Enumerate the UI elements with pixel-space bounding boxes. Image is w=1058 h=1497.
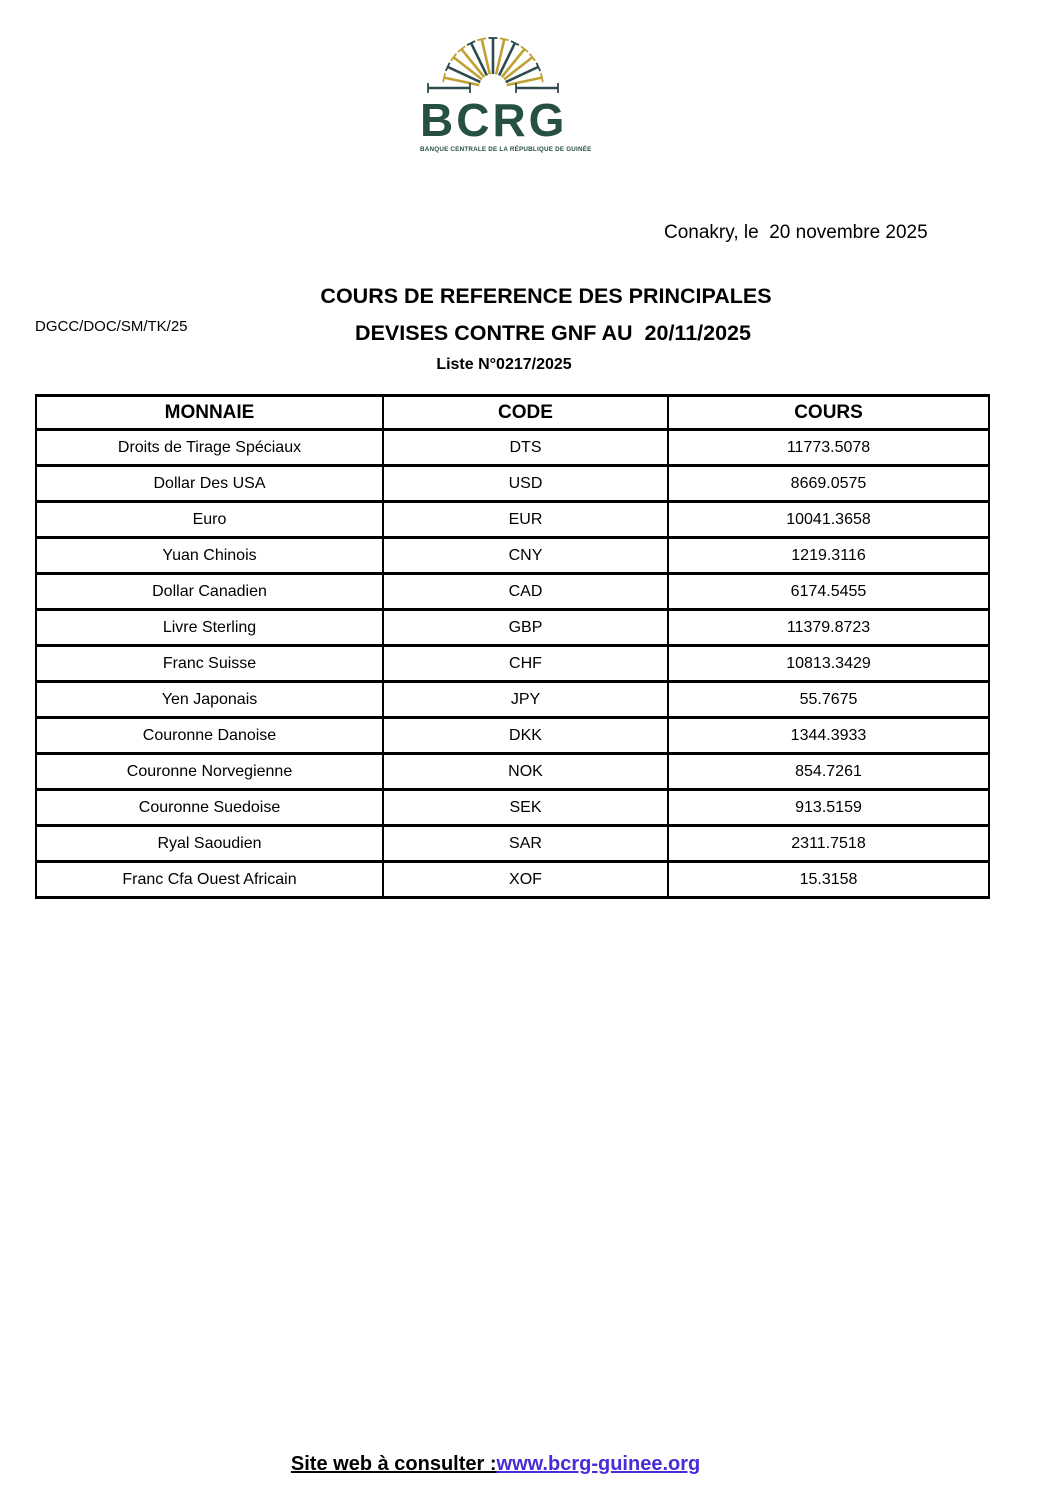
table-cell: Couronne Norvegienne	[35, 752, 384, 791]
rates-table-container: MONNAIE CODE COURS Droits de Tirage Spéc…	[35, 394, 990, 899]
footer-line: Site web à consulter :www.bcrg-guinee.or…	[280, 1430, 700, 1476]
table-row: Franc Suisse CHF 10813.3429	[35, 644, 990, 683]
table-cell: 8669.0575	[667, 464, 990, 503]
table-cell: Couronne Danoise	[35, 716, 384, 755]
bcrg-logo-acronym: BCRG	[420, 94, 568, 146]
footer-website-link[interactable]: www.bcrg-guinee.org	[496, 1453, 701, 1475]
table-row: Ryal Saoudien SAR 2311.7518	[35, 824, 990, 863]
table-cell: NOK	[382, 752, 669, 791]
bcrg-logo: BCRG BANQUE CENTRALE DE LA RÉPUBLIQUE DE…	[420, 24, 592, 153]
table-row: Couronne Suedoise SEK 913.5159	[35, 788, 990, 827]
column-header-monnaie: MONNAIE	[35, 394, 384, 431]
column-header-code: CODE	[382, 394, 669, 431]
table-cell: 10813.3429	[667, 644, 990, 683]
table-row: Euro EUR 10041.3658	[35, 500, 990, 539]
table-header-row: MONNAIE CODE COURS	[35, 394, 990, 431]
table-cell: 854.7261	[667, 752, 990, 791]
document-reference: DGCC/DOC/SM/TK/25	[35, 318, 188, 335]
table-row: Dollar Canadien CAD 6174.5455	[35, 572, 990, 611]
table-cell: Franc Cfa Ouest Africain	[35, 860, 384, 899]
table-cell: 11773.5078	[667, 428, 990, 467]
bcrg-logo-rays-icon	[427, 37, 559, 93]
table-cell: 2311.7518	[667, 824, 990, 863]
table-row: Dollar Des USA USD 8669.0575	[35, 464, 990, 503]
date-line: Conakry, le 20 novembre 2025	[664, 222, 928, 243]
table-cell: JPY	[382, 680, 669, 719]
table-cell: 1219.3116	[667, 536, 990, 575]
table-cell: CNY	[382, 536, 669, 575]
table-cell: SAR	[382, 824, 669, 863]
table-cell: Couronne Suedoise	[35, 788, 384, 827]
table-cell: Euro	[35, 500, 384, 539]
table-cell: DTS	[382, 428, 669, 467]
table-cell: Ryal Saoudien	[35, 824, 384, 863]
table-cell: USD	[382, 464, 669, 503]
table-cell: SEK	[382, 788, 669, 827]
table-cell: EUR	[382, 500, 669, 539]
table-cell: 11379.8723	[667, 608, 990, 647]
title-line-2: DEVISES CONTRE GNF AU 20/11/2025	[355, 321, 751, 345]
table-cell: DKK	[382, 716, 669, 755]
table-cell: GBP	[382, 608, 669, 647]
table-cell: CAD	[382, 572, 669, 611]
table-cell: 6174.5455	[667, 572, 990, 611]
bcrg-logo-subtitle: BANQUE CENTRALE DE LA RÉPUBLIQUE DE GUIN…	[420, 146, 592, 153]
table-cell: Yuan Chinois	[35, 536, 384, 575]
table-cell: Dollar Canadien	[35, 572, 384, 611]
table-row: Livre Sterling GBP 11379.8723	[35, 608, 990, 647]
table-cell: 55.7675	[667, 680, 990, 719]
table-cell: Franc Suisse	[35, 644, 384, 683]
title-line-1: COURS DE REFERENCE DES PRINCIPALES	[320, 284, 772, 308]
footer-label: Site web à consulter :	[290, 1453, 497, 1475]
table-cell: 1344.3933	[667, 716, 990, 755]
title-list-number: Liste N°0217/2025	[436, 356, 572, 373]
rates-table-body: Droits de Tirage Spéciaux DTS 11773.5078 Do…	[35, 428, 990, 899]
table-row: Yen Japonais JPY 55.7675	[35, 680, 990, 719]
table-cell: Yen Japonais	[35, 680, 384, 719]
rates-table: MONNAIE CODE COURS Droits de Tirage Spéc…	[35, 394, 990, 899]
table-row: Couronne Danoise DKK 1344.3933	[35, 716, 990, 755]
column-header-cours: COURS	[667, 394, 990, 431]
table-cell: 10041.3658	[667, 500, 990, 539]
table-cell: 15.3158	[667, 860, 990, 899]
table-row: Yuan Chinois CNY 1219.3116	[35, 536, 990, 575]
table-cell: XOF	[382, 860, 669, 899]
table-row: Franc Cfa Ouest Africain XOF 15.3158	[35, 860, 990, 899]
table-cell: Droits de Tirage Spéciaux	[35, 428, 384, 467]
table-cell: Livre Sterling	[35, 608, 384, 647]
table-cell: Dollar Des USA	[35, 464, 384, 503]
table-row: Couronne Norvegienne NOK 854.7261	[35, 752, 990, 791]
table-cell: CHF	[382, 644, 669, 683]
table-row: Droits de Tirage Spéciaux DTS 11773.5078	[35, 428, 990, 467]
table-cell: 913.5159	[667, 788, 990, 827]
